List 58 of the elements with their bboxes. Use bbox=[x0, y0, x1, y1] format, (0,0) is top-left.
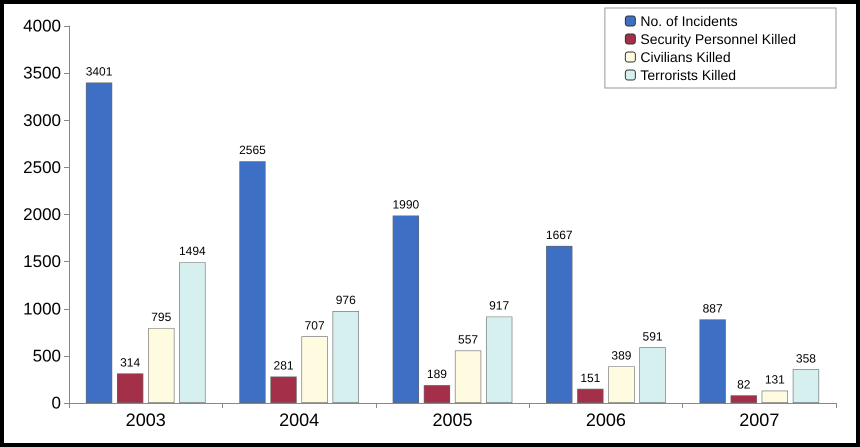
legend-label: Civilians Killed bbox=[640, 49, 731, 65]
data-label: 314 bbox=[120, 355, 140, 370]
bar bbox=[392, 215, 420, 403]
bar bbox=[730, 395, 757, 403]
bar bbox=[608, 366, 635, 403]
bar bbox=[546, 246, 572, 403]
legend-label: No. of Incidents bbox=[640, 13, 738, 29]
bar bbox=[762, 390, 788, 403]
y-tick-label: 3000 bbox=[23, 110, 61, 130]
bar bbox=[699, 319, 726, 403]
bar bbox=[270, 376, 297, 403]
data-label: 189 bbox=[426, 367, 448, 382]
bar bbox=[301, 336, 328, 403]
bar bbox=[148, 328, 174, 403]
data-label: 2565 bbox=[239, 143, 266, 158]
data-label: 3401 bbox=[86, 64, 113, 78]
data-label: 917 bbox=[489, 298, 510, 313]
x-tick-label: 2007 bbox=[739, 410, 780, 430]
data-label: 281 bbox=[274, 358, 294, 373]
bar bbox=[454, 350, 482, 403]
bar bbox=[577, 388, 604, 403]
y-tick-label: 500 bbox=[32, 346, 61, 366]
legend-label: Terrorists Killed bbox=[640, 67, 736, 83]
data-label: 151 bbox=[580, 370, 601, 385]
data-label: 887 bbox=[702, 301, 723, 316]
bar bbox=[486, 316, 512, 403]
y-tick-label: 3500 bbox=[23, 64, 61, 83]
bar bbox=[792, 369, 820, 403]
data-label: 82 bbox=[737, 377, 751, 392]
data-label: 795 bbox=[151, 310, 172, 324]
data-label: 1494 bbox=[178, 244, 206, 258]
data-label: 389 bbox=[611, 348, 632, 362]
y-tick-label: 1000 bbox=[23, 299, 61, 318]
bar bbox=[424, 385, 450, 403]
data-label: 131 bbox=[764, 372, 786, 387]
x-tick-label: 2004 bbox=[279, 410, 320, 430]
bar bbox=[179, 262, 206, 403]
x-tick-label: 2006 bbox=[586, 410, 626, 430]
data-label: 358 bbox=[796, 351, 816, 366]
data-label: 1667 bbox=[546, 228, 573, 242]
x-tick-label: 2003 bbox=[126, 410, 166, 430]
y-tick-label: 0 bbox=[52, 394, 61, 412]
data-label: 1990 bbox=[392, 197, 420, 212]
bar bbox=[86, 82, 112, 403]
y-tick-label: 4000 bbox=[23, 16, 61, 36]
y-tick-label: 2500 bbox=[23, 158, 61, 177]
x-tick-label: 2005 bbox=[432, 410, 473, 430]
legend-label: Security Personnel Killed bbox=[640, 31, 796, 47]
y-tick-label: 1500 bbox=[23, 252, 61, 272]
bar bbox=[332, 311, 359, 403]
data-label: 707 bbox=[304, 318, 325, 332]
bar bbox=[639, 347, 666, 403]
y-tick-label: 2000 bbox=[23, 205, 61, 224]
bar bbox=[116, 373, 144, 403]
data-label: 557 bbox=[458, 332, 478, 347]
data-label: 976 bbox=[336, 293, 356, 308]
bar bbox=[239, 161, 266, 403]
data-label: 591 bbox=[642, 329, 663, 344]
